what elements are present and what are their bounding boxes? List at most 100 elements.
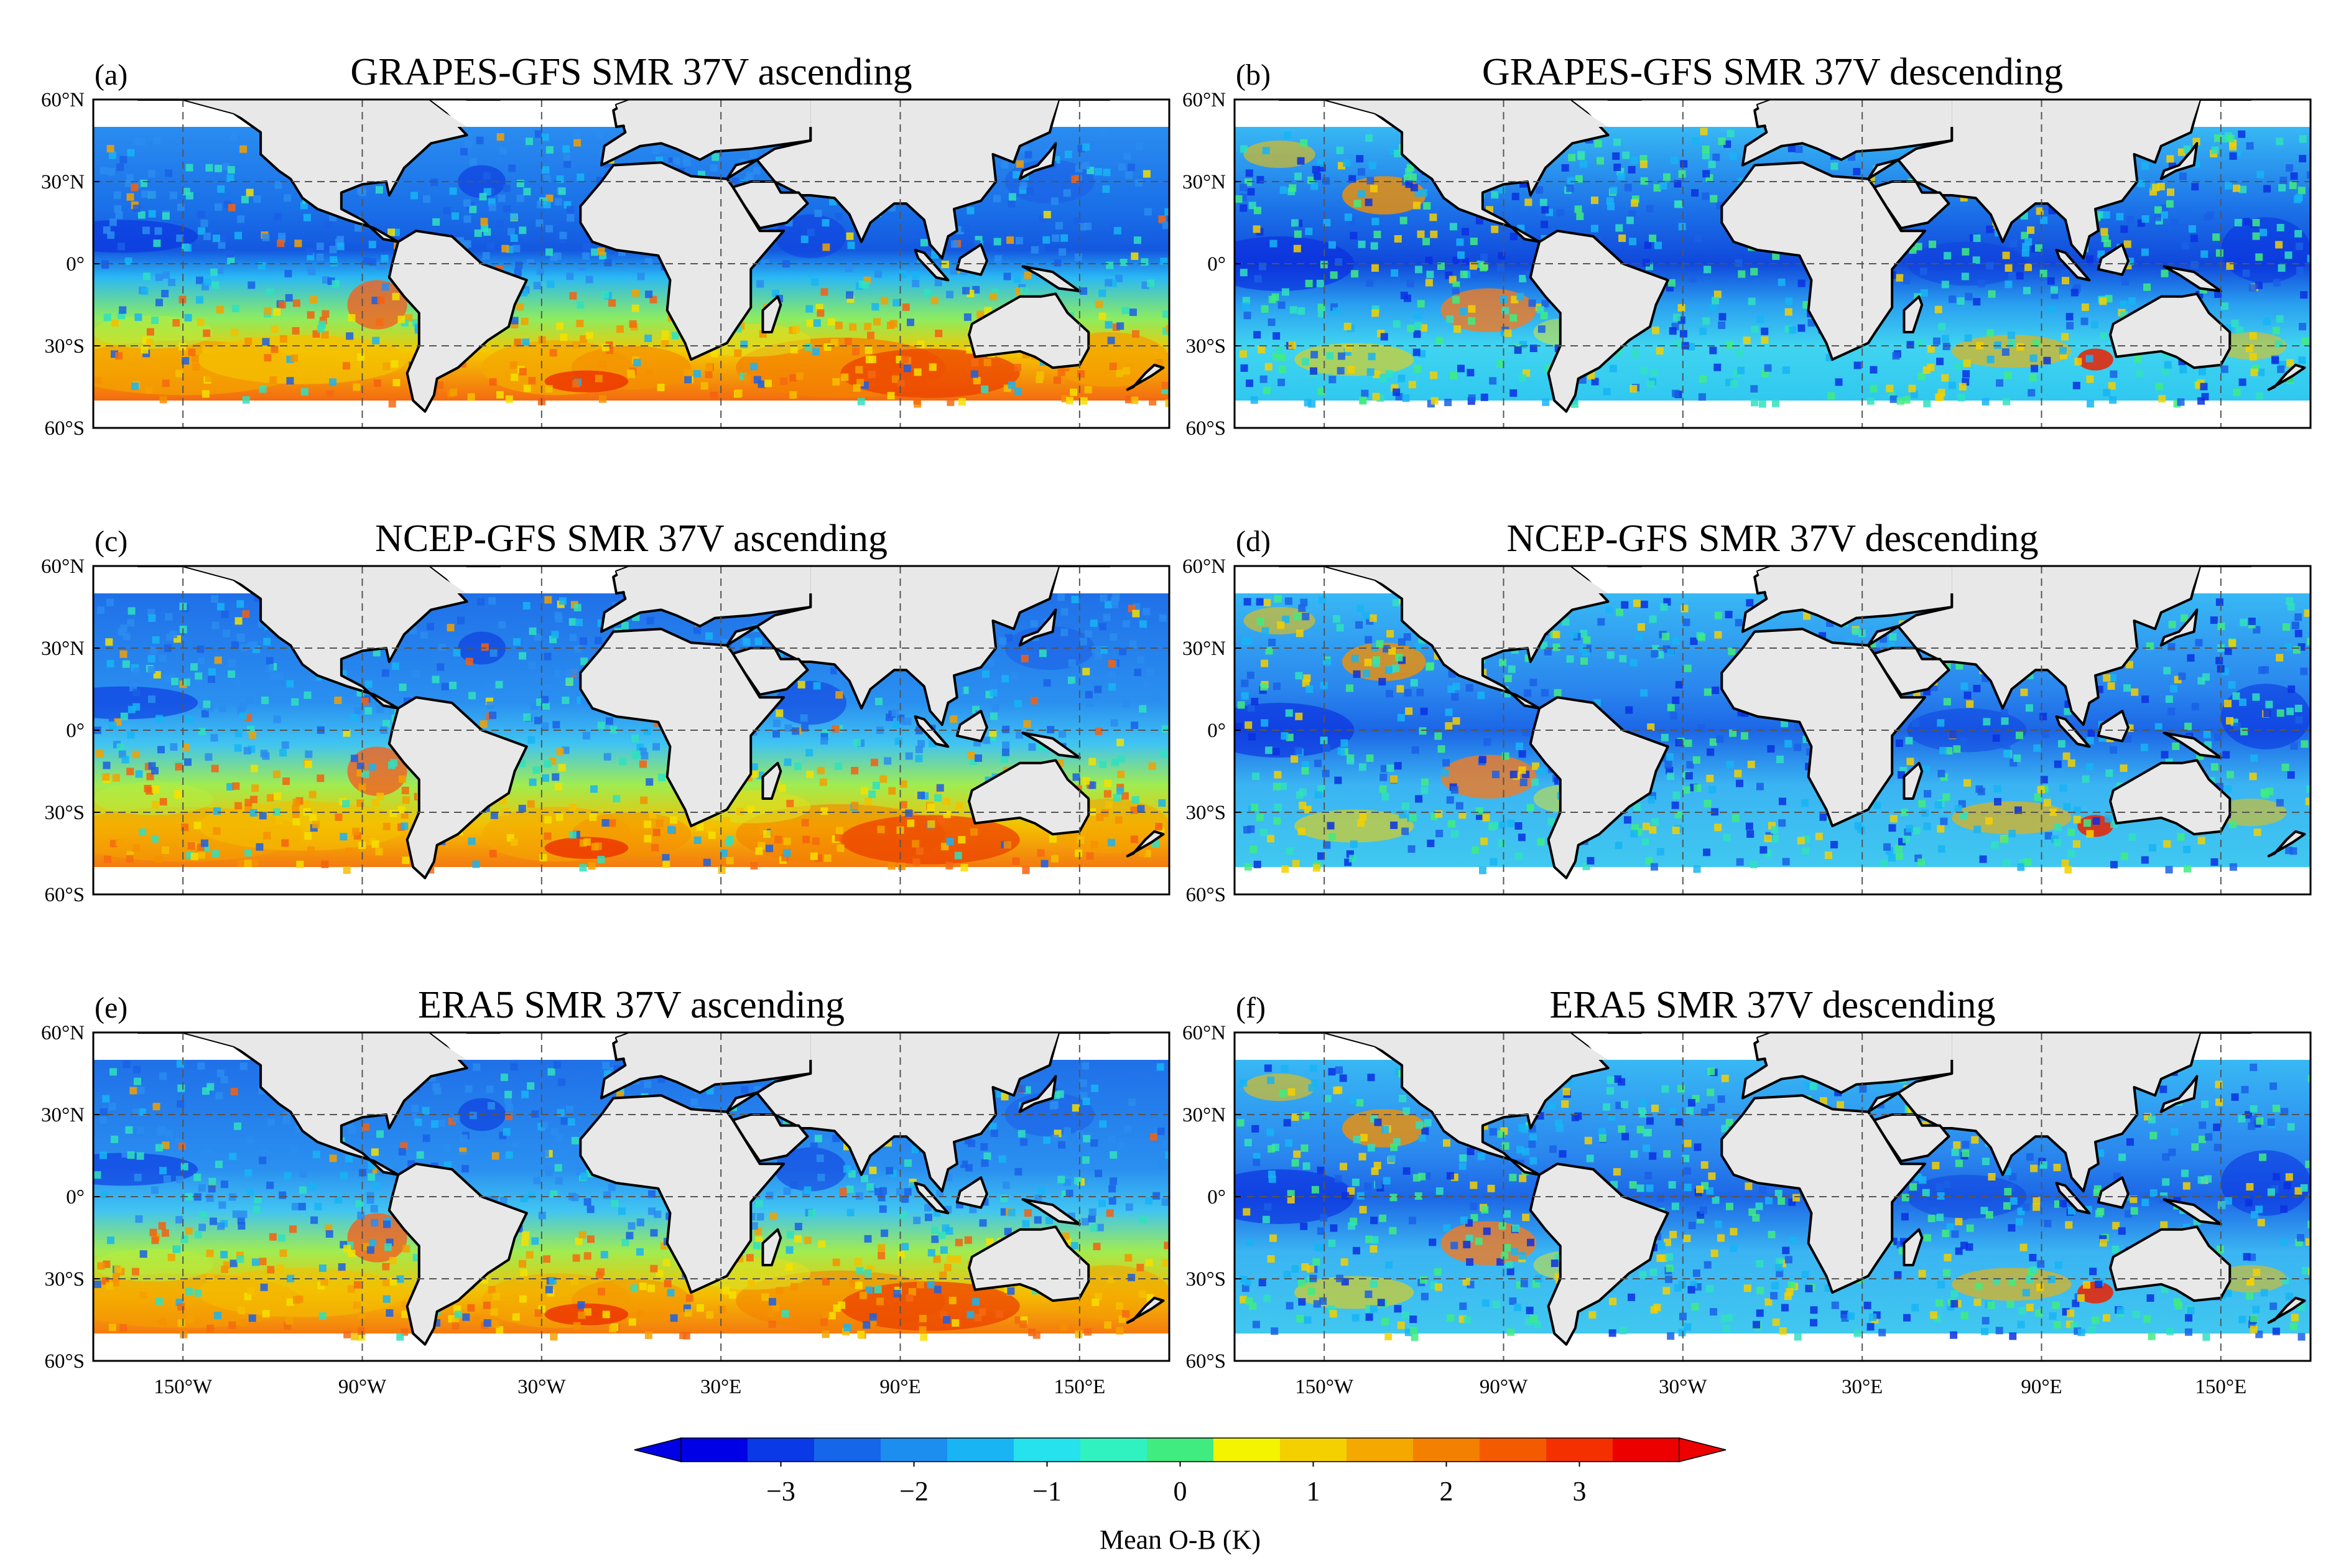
continent-borneo [2097, 710, 2130, 743]
continent-borneo [955, 243, 988, 276]
continent-africa [579, 628, 786, 827]
colorbar-tick-label: 2 [1440, 1476, 1453, 1506]
continent-madagascar [1903, 761, 1924, 800]
lat-tick-label: 60°S [44, 1350, 85, 1373]
lat-tick-label: 60°S [44, 884, 85, 906]
continent-japan [1018, 608, 1057, 647]
continent-arabia [731, 180, 809, 230]
lon-tick-label: 150°W [154, 1376, 213, 1398]
colorbar-title: Mean O-B (K) [1100, 1524, 1261, 1555]
panel-label: (e) [95, 991, 127, 1024]
anomaly-region [93, 1153, 198, 1186]
lat-tick-label: 30°S [44, 1268, 85, 1291]
anomaly-region [198, 335, 407, 384]
continent-australia [2109, 292, 2232, 369]
continent-borneo [2097, 243, 2130, 276]
colorbar-segment [1080, 1438, 1147, 1462]
colorbar-segment [1413, 1438, 1480, 1462]
anomaly-region [1235, 1169, 1355, 1224]
anomaly-region [774, 1147, 847, 1192]
map-panel: 60°N 30°N 0° 30°S 60°S (a) GRAPES-GFS SMR 37V … [41, 51, 1170, 440]
colorbar-segment [748, 1438, 815, 1462]
colorbar-segment [1613, 1438, 1680, 1462]
lat-tick-label: 60°N [41, 89, 85, 111]
lat-tick-label: 60°N [1182, 89, 1226, 111]
map-panel: 60°N 30°N 0° 30°S 60°S 150°W 90°W 30°W 30°E 90°E 1… [41, 984, 1170, 1398]
continent-samerica [387, 1162, 528, 1346]
lat-tick-label: 0° [1207, 1186, 1226, 1208]
colorbar-tick-label: −1 [1032, 1476, 1062, 1506]
anomaly-region [93, 686, 198, 720]
anomaly-region [2220, 1150, 2311, 1216]
continent-newguinea [1021, 265, 1081, 292]
continent-asia [725, 1032, 1115, 1193]
anomaly-region [2215, 799, 2287, 826]
continent-australia [2109, 759, 2232, 836]
continent-sumatra [914, 249, 950, 282]
continent-asia [1866, 1032, 2256, 1193]
continent-japan [2159, 608, 2199, 647]
continent-sumatra [2055, 715, 2091, 748]
map-panel: 60°N 30°N 0° 30°S 60°S (c) NCEP-GFS SMR 37V as… [41, 517, 1170, 906]
land [136, 100, 1165, 413]
lon-tick-label: 90°W [1480, 1376, 1528, 1398]
continent-japan [2159, 142, 2199, 180]
continent-samerica [387, 696, 528, 879]
continent-arabia [731, 647, 809, 696]
colorbar-tick-label: 3 [1573, 1476, 1587, 1506]
continent-asia [725, 100, 1115, 260]
continent-japan [1018, 1075, 1057, 1113]
graticule [1235, 566, 2311, 894]
panel-title: ERA5 SMR 37V ascending [418, 984, 845, 1026]
continent-africa [579, 1094, 786, 1294]
no-data-north [138, 1032, 1110, 1060]
continent-arabia [1873, 180, 1950, 230]
anomaly-region [1907, 241, 2027, 286]
lat-tick-label: 60°S [44, 417, 85, 440]
lon-tick-label: 30°W [517, 1376, 566, 1398]
colorbar-high-extension [1679, 1437, 1727, 1462]
graticule [93, 100, 1169, 428]
continent-newguinea [2163, 265, 2222, 292]
panel-label: (a) [95, 58, 127, 91]
continent-australia [2109, 1225, 2232, 1302]
continent-samerica [1529, 696, 1669, 879]
lat-tick-label: 0° [66, 720, 85, 742]
continent-nz [2267, 1296, 2306, 1324]
lat-tick-label: 30°S [44, 802, 85, 824]
lon-tick-label: 30°E [1842, 1376, 1883, 1398]
lat-tick-label: 60°S [1185, 417, 1226, 440]
continent-madagascar [761, 295, 782, 333]
no-data-north [138, 566, 1110, 593]
colorbar-tick-label: −2 [899, 1476, 929, 1506]
continent-arabia [731, 1113, 809, 1162]
anomaly-region [2077, 348, 2113, 371]
lat-tick-label: 0° [1207, 253, 1226, 276]
colorbar-low-extension [634, 1437, 682, 1462]
continent-samerica [1529, 1162, 1669, 1346]
lat-tick-label: 30°N [41, 1104, 85, 1126]
continent-sumatra [914, 715, 950, 748]
continent-japan [1018, 142, 1057, 180]
panel-label: (f) [1236, 991, 1266, 1024]
anomaly-region [1342, 176, 1426, 215]
colorbar-tick-label: −3 [766, 1476, 795, 1506]
continent-asia [1866, 566, 2256, 726]
lon-tick-label: 30°W [1659, 1376, 1707, 1398]
lat-tick-label: 60°N [41, 1022, 85, 1044]
anomaly-region [1440, 754, 1537, 799]
colorbar-segment [1347, 1438, 1414, 1462]
colorbar-segment [881, 1438, 948, 1462]
continent-australia [968, 292, 1090, 369]
continent-africa [1720, 1094, 1927, 1294]
continent-arabia [1873, 1113, 1950, 1162]
lat-tick-label: 30°N [1182, 1104, 1226, 1126]
lat-tick-label: 60°N [1182, 1022, 1226, 1044]
anomaly-region [93, 1248, 213, 1282]
continent-japan [2159, 1075, 2199, 1113]
lon-tick-label: 150°E [2195, 1376, 2246, 1398]
lon-tick-label: 150°W [1295, 1376, 1354, 1398]
panel-title: ERA5 SMR 37V descending [1549, 984, 1995, 1026]
continent-newguinea [1021, 1198, 1081, 1225]
lat-tick-label: 30°N [1182, 171, 1226, 193]
